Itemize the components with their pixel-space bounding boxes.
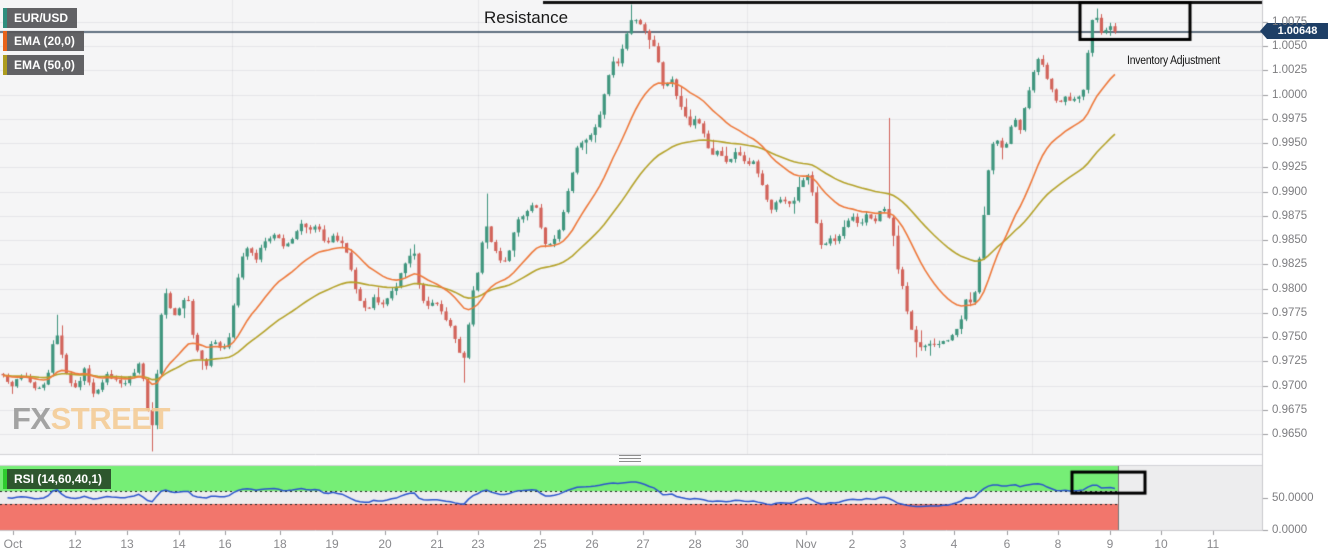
resistance-annotation[interactable]: Resistance (484, 8, 569, 27)
time-axis-label: 13 (120, 537, 134, 551)
price-axis-label: 0.9875 (1272, 209, 1308, 222)
rsi-badge[interactable]: RSI (14,60,40,1) (3, 469, 112, 489)
ema50-badge-label: EMA (50,0) (14, 58, 75, 72)
price-axis-label: 0.9800 (1272, 282, 1308, 295)
symbol-badge-label: EUR/USD (14, 11, 69, 25)
time-axis-label: 30 (735, 537, 749, 551)
time-axis-label: 21 (430, 537, 444, 551)
price-axis-label: 1.0050 (1272, 40, 1308, 53)
time-axis-label: 28 (688, 537, 702, 551)
price-axis-label: 0.9900 (1272, 185, 1308, 198)
time-axis-label: 12 (68, 537, 82, 551)
time-axis-label: 16 (218, 537, 232, 551)
time-axis-label: 19 (325, 537, 339, 551)
symbol-badge[interactable]: EUR/USD (3, 8, 78, 28)
time-axis-label: 8 (1054, 537, 1062, 551)
time-axis-label: 11 (1206, 537, 1220, 551)
price-axis-label: 0.9850 (1272, 234, 1308, 247)
time-axis-label: 4 (950, 537, 958, 551)
fxstreet-watermark: FXSTREET (12, 401, 170, 437)
time-axis-label: 9 (1106, 537, 1114, 551)
price-axis-label: 1.0000 (1272, 88, 1308, 101)
time-axis-label: 3 (899, 537, 907, 551)
time-axis-label: 23 (471, 537, 485, 551)
current-price-tag: 1.00648 (1260, 23, 1328, 39)
price-axis-label: 0.9650 (1272, 427, 1308, 440)
fxstreet-watermark-fx: FX (12, 401, 51, 436)
time-axis-label: Oct (3, 537, 23, 551)
price-axis-label: 0.9925 (1272, 161, 1308, 174)
time-axis-label: 2 (848, 537, 856, 551)
price-axis-label: 0.9775 (1272, 306, 1308, 319)
time-axis-label: 25 (533, 537, 547, 551)
ema20-badge-label: EMA (20,0) (14, 34, 75, 48)
price-axis-label: 1.0025 (1272, 64, 1308, 77)
rsi-axis-label: 50.0000 (1272, 491, 1314, 504)
price-axis-label: 0.9975 (1272, 112, 1308, 125)
price-axis-label: 0.9700 (1272, 379, 1308, 392)
price-axis-label: 1.0075 (1272, 16, 1308, 28)
time-axis-label: 27 (636, 537, 650, 551)
fxstreet-watermark-street: STREET (50, 401, 171, 436)
price-axis-label: 0.9825 (1272, 258, 1308, 271)
time-axis-label: 14 (172, 537, 186, 551)
price-axis-label: 0.9675 (1272, 403, 1308, 416)
price-axis-label: 0.9750 (1272, 331, 1308, 344)
inventory-adjustment-annotation[interactable]: Inventory Adjustment (1127, 55, 1221, 67)
price-axis-label: 0.9725 (1272, 355, 1308, 368)
time-axis-label: 10 (1154, 537, 1168, 551)
time-axis-label: 6 (1003, 537, 1011, 551)
time-axis-label: 26 (585, 537, 599, 551)
panel-resize-handle[interactable] (619, 455, 641, 462)
price-axis-label: 0.9950 (1272, 137, 1308, 150)
ema20-badge[interactable]: EMA (20,0) (3, 31, 84, 51)
rsi-axis-label: 0.0000 (1272, 523, 1308, 536)
time-axis-label: 20 (378, 537, 392, 551)
time-axis-label: 18 (273, 537, 287, 551)
rsi-badge-label: RSI (14,60,40,1) (14, 472, 103, 486)
time-axis-label: Nov (795, 537, 817, 551)
ema50-badge[interactable]: EMA (50,0) (3, 55, 84, 75)
